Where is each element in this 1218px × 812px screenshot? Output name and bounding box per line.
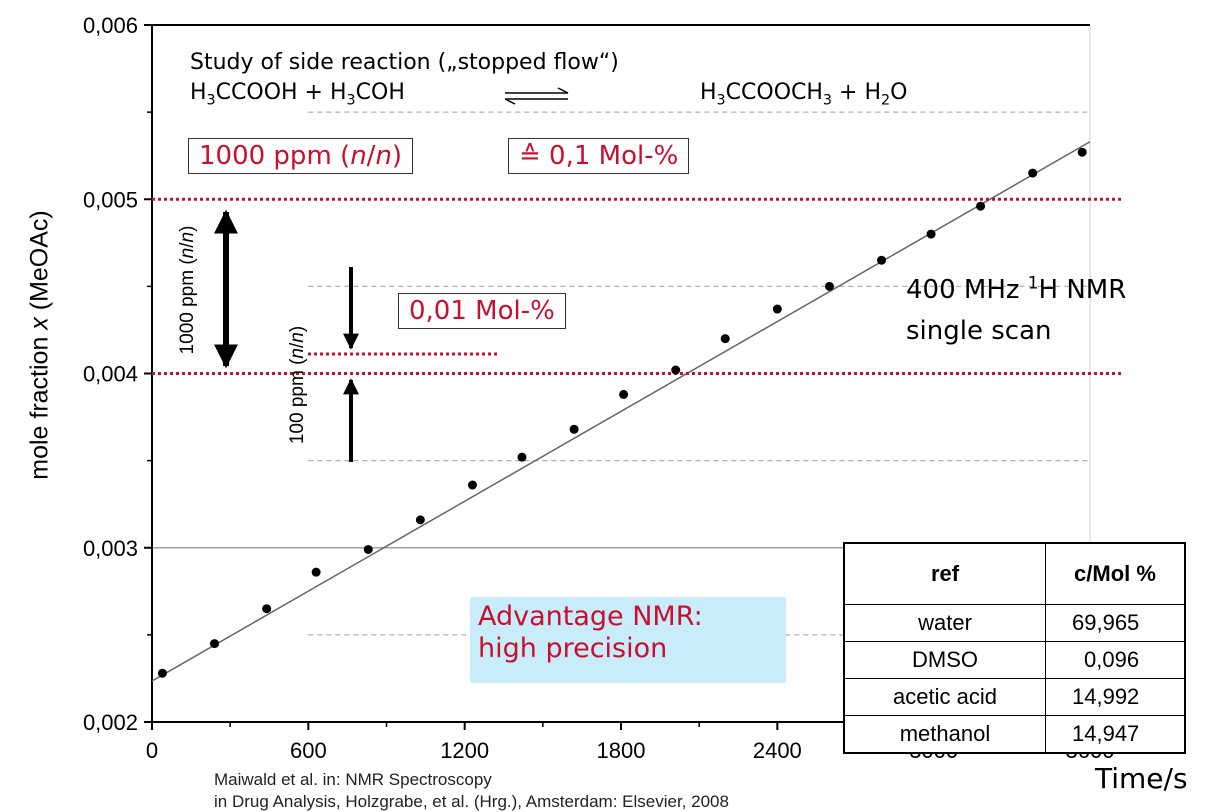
data-point bbox=[311, 567, 321, 577]
x-tick-label: 1200 bbox=[440, 738, 489, 763]
reaction-products: H3CCOOCH3 + H2O bbox=[700, 80, 908, 109]
y-tick-label: 0,004 bbox=[83, 362, 138, 387]
table-header-ref: ref bbox=[843, 542, 1046, 605]
y-tick-label: 0,006 bbox=[83, 13, 138, 38]
ppm-1000-vertical-label: 1000 ppm (n/n) bbox=[177, 225, 198, 355]
x-tick-label: 1800 bbox=[597, 738, 646, 763]
data-point bbox=[363, 544, 373, 554]
citation-line2: in Drug Analysis, Holzgrabe, et al. (Hrg… bbox=[214, 792, 729, 811]
mol-percent-box: ≙ 0,1 Mol-% bbox=[508, 138, 690, 174]
data-point bbox=[1077, 147, 1087, 157]
table-cell-value: 69,965 bbox=[1045, 604, 1186, 642]
data-point bbox=[877, 255, 887, 265]
x-axis-label: Time/s bbox=[1095, 762, 1188, 795]
data-point bbox=[720, 334, 730, 344]
data-point bbox=[926, 229, 936, 239]
advantage-line1: Advantage NMR: bbox=[478, 601, 703, 632]
x-tick-label: 600 bbox=[290, 738, 327, 763]
table-row: water 69,965 bbox=[843, 604, 1186, 642]
reaction-reactants: H3CCOOH + H3COH bbox=[190, 80, 405, 109]
data-point bbox=[262, 604, 272, 614]
table-header-row: ref c/Mol % bbox=[843, 542, 1186, 605]
data-point bbox=[569, 424, 579, 434]
ppm-100-vertical-label: 100 ppm (n/n) bbox=[287, 325, 308, 445]
study-text: Study of side reaction („stopped flow“) bbox=[190, 50, 619, 75]
table-cell-value: 0,096 bbox=[1045, 641, 1186, 679]
table-cell-ref: water bbox=[843, 604, 1046, 642]
reference-table: ref c/Mol % water 69,965 DMSO 0,096 acet… bbox=[843, 542, 1186, 754]
nmr-spec-line2: single scan bbox=[906, 316, 1052, 346]
data-point bbox=[467, 480, 477, 490]
table-row: acetic acid 14,992 bbox=[843, 678, 1186, 716]
table-cell-ref: DMSO bbox=[843, 641, 1046, 679]
y-tick-label: 0,003 bbox=[83, 536, 138, 561]
advantage-callout: Advantage NMR: high precision bbox=[470, 597, 786, 683]
data-point bbox=[671, 365, 681, 375]
advantage-line2: high precision bbox=[478, 633, 668, 665]
x-tick-label: 2400 bbox=[753, 738, 802, 763]
data-point bbox=[619, 389, 629, 399]
data-point bbox=[210, 639, 220, 649]
table-cell-ref: acetic acid bbox=[843, 678, 1046, 716]
data-marks bbox=[151, 141, 1122, 682]
data-point bbox=[824, 281, 834, 291]
small-mol-percent-box: 0,01 Mol-% bbox=[398, 293, 566, 329]
data-point bbox=[157, 668, 167, 678]
ppm-box: 1000 ppm (n/n) bbox=[188, 138, 414, 174]
table-header-conc: c/Mol % bbox=[1045, 542, 1186, 605]
axes: 0,002 0,003 0,004 0,005 0,006 0 600 1200 1800 240… bbox=[83, 13, 1115, 763]
x-tick-label: 0 bbox=[146, 738, 158, 763]
table-cell-value: 14,992 bbox=[1045, 678, 1186, 716]
data-point bbox=[1028, 168, 1038, 178]
table-cell-ref: methanol bbox=[843, 715, 1046, 754]
nmr-spec-line1: 400 MHz 1H NMR bbox=[906, 272, 1127, 305]
table-row: methanol 14,947 bbox=[843, 715, 1186, 754]
table-cell-value: 14,947 bbox=[1045, 715, 1186, 754]
y-tick-label: 0,005 bbox=[83, 187, 138, 212]
data-point bbox=[976, 201, 986, 211]
citation-line1: Maiwald et al. in: NMR Spectroscopy bbox=[214, 770, 492, 789]
range-arrows bbox=[214, 87, 569, 462]
y-tick-label: 0,002 bbox=[83, 710, 138, 735]
data-point bbox=[772, 304, 782, 314]
y-axis-label: mole fraction x (MeOAc) bbox=[25, 210, 54, 480]
data-point bbox=[517, 452, 527, 462]
data-point bbox=[415, 515, 425, 525]
table-row: DMSO 0,096 bbox=[843, 641, 1186, 679]
